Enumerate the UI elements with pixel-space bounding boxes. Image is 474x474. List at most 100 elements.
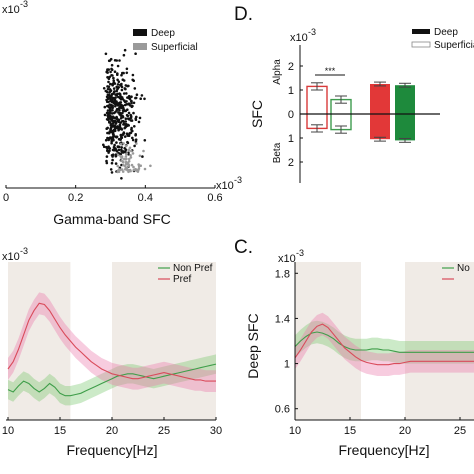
panel-d-y-ticks: 2 1 0 1 2 [288, 61, 303, 169]
scatter-point-superficial [128, 146, 132, 150]
panel-c-error-bands [295, 312, 474, 376]
scatter-point-superficial [131, 152, 135, 155]
x-tick-label: 15 [54, 425, 66, 437]
scatter-point-deep [106, 87, 110, 91]
scatter-point-deep [124, 120, 127, 123]
scatter-point-superficial [129, 156, 133, 159]
panel-d-y-tick-label: 1 [288, 85, 294, 97]
x-tick-label: 20 [106, 425, 118, 437]
scatter-point-deep [110, 63, 114, 67]
scatter-point-deep [117, 80, 121, 83]
scatter-point-deep [111, 112, 114, 115]
scatter-point-deep [112, 79, 115, 82]
scatter-point-deep [116, 64, 120, 68]
panel-d-legend: Deep Superficial [411, 27, 474, 51]
scatter-point-deep [106, 149, 109, 152]
scatter-point-deep [118, 59, 121, 62]
scatter-point-deep [111, 153, 115, 156]
panel-c-x-label: Frequency[Hz] [338, 442, 429, 458]
scatter-x-label: Gamma-band SFC [53, 211, 170, 227]
scatter-point-superficial [130, 163, 134, 167]
scatter-point-deep [109, 89, 112, 93]
panel-c-y-label: Deep SFC [245, 313, 261, 378]
scatter-y-exp-power: -3 [20, 0, 28, 9]
scatter-point-deep [112, 100, 116, 103]
scatter-point-superficial [138, 154, 142, 158]
scatter-point-superficial [124, 162, 128, 166]
scatter-point-deep [124, 124, 127, 127]
region-label-beta: Beta [272, 142, 283, 163]
scatter-point-deep [126, 84, 129, 88]
scatter-point-deep [127, 111, 131, 115]
scatter-point-deep [123, 99, 126, 102]
scatter-point-deep [114, 102, 118, 105]
scatter-point-deep [115, 59, 118, 62]
scatter-point-deep [134, 118, 138, 121]
scatter-point-deep [107, 93, 111, 97]
scatter-point-deep [109, 110, 112, 113]
scatter-point-deep [109, 126, 113, 129]
scatter-point-deep [105, 111, 109, 115]
legend-label-superficial: Superficial [151, 42, 198, 53]
scatter-point-deep [138, 116, 142, 120]
x-tick-label: 10 [289, 425, 301, 437]
scatter-point-deep [105, 118, 109, 121]
scatter-point-deep [116, 102, 120, 105]
scatter-point-deep [111, 106, 114, 109]
scatter-point-deep [108, 121, 112, 124]
scatter-x-exponent: x10 -3 [216, 175, 242, 192]
scatter-point-deep [125, 103, 128, 106]
scatter-point-deep [139, 97, 142, 100]
scatter-point-superficial [122, 142, 125, 145]
scatter-panel: x10 -3 0 0.2 0.4 0.6 x10 -3 Gamma-band SFC … [2, 0, 242, 227]
scatter-point-superficial [122, 161, 125, 164]
x-tick-label: 15 [344, 425, 356, 437]
scatter-point-deep [105, 159, 108, 163]
scatter-point-deep [109, 123, 113, 126]
scatter-point-deep [115, 109, 118, 112]
left-line-x-ticks: 10 15 20 25 30 [2, 417, 222, 437]
legend-label-superficial: Superficial [434, 40, 474, 51]
scatter-point-deep [111, 109, 114, 112]
scatter-point-deep [113, 82, 117, 85]
scatter-legend: Deep Superficial [133, 28, 198, 53]
left-line-x-label: Frequency[Hz] [66, 442, 157, 458]
scatter-point-deep [121, 111, 124, 115]
panel-d: D. x10 -3 2 1 0 1 2 Alpha Beta SFC *** Deep … [234, 4, 474, 183]
scatter-point-deep [133, 144, 136, 148]
scatter-point-deep [120, 73, 123, 77]
region-label-alpha: Alpha [272, 59, 283, 85]
sfc-bar-superficial [306, 85, 328, 130]
scatter-point-deep [125, 71, 129, 75]
y-tick-label: 0.6 [275, 404, 290, 416]
scatter-point-deep [116, 87, 119, 91]
scatter-point-deep [108, 130, 111, 133]
scatter-point-deep [111, 131, 115, 135]
panel-d-y-tick-label: 0 [288, 109, 294, 121]
scatter-point-deep [132, 79, 135, 82]
scatter-y-exponent: x10 -3 [2, 0, 28, 16]
scatter-point-deep [112, 138, 115, 141]
scatter-point-deep [130, 105, 134, 109]
scatter-point-deep [130, 100, 133, 103]
y-tick-label: 1.8 [275, 268, 290, 280]
scatter-point-superficial [143, 167, 147, 171]
scatter-point-deep [114, 104, 117, 108]
scatter-point-deep [120, 146, 123, 149]
scatter-point-deep [120, 120, 124, 123]
scatter-point-deep [111, 158, 114, 162]
scatter-point-deep [127, 102, 131, 105]
series-line-non-pref [7, 363, 217, 397]
scatter-point-deep [103, 113, 107, 117]
scatter-point-deep [112, 92, 115, 95]
scatter-point-superficial [132, 168, 136, 172]
scatter-point-deep [131, 138, 135, 142]
scatter-point-deep [129, 131, 132, 135]
x-tick-label: 10 [2, 425, 14, 437]
panel-c-y-exp-base: x10 [278, 253, 296, 265]
x-tick-label: 30 [210, 425, 222, 437]
scatter-point-superficial [120, 155, 124, 158]
scatter-point-superficial [127, 164, 131, 167]
panel-c-series [294, 323, 474, 366]
